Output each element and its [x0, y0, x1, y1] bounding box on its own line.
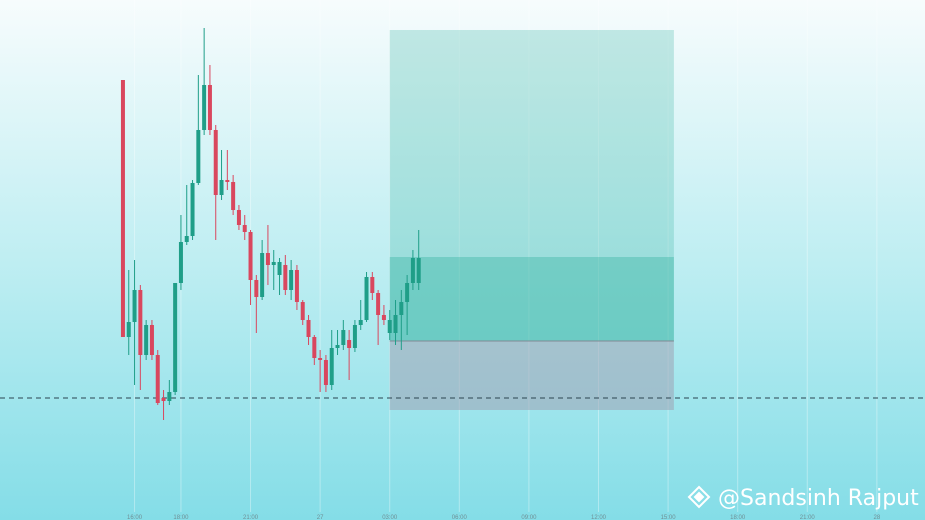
candle-body [347, 340, 352, 348]
watermark-icon [687, 485, 711, 509]
candle-body [381, 315, 386, 320]
candle-body [207, 85, 212, 130]
profit-zone [389, 30, 674, 341]
x-tick-label: 18:00 [730, 515, 746, 520]
x-tick-label: 06:00 [452, 515, 468, 520]
candle-body [341, 330, 346, 345]
x-tick-label: 21:00 [800, 515, 816, 520]
candle-body [190, 183, 195, 236]
x-tick-label: 03:00 [382, 515, 398, 520]
candle-body [213, 130, 218, 195]
candle-body [289, 270, 294, 290]
watermark-text: @Sandsinh Rajput [718, 486, 919, 511]
candle-body [260, 253, 265, 297]
x-tick-label: 16:00 [127, 515, 143, 520]
candle-body [300, 302, 305, 320]
candle-body [202, 85, 207, 130]
candle-body [393, 315, 398, 333]
candle-body [370, 277, 375, 293]
watermark: @Sandsinh Rajput [687, 485, 919, 511]
candle-body [323, 360, 328, 385]
candles [120, 28, 421, 420]
candle-body [184, 236, 189, 242]
candle-body [399, 302, 404, 315]
candle-body [364, 277, 369, 320]
candle-body [231, 182, 236, 210]
x-tick-label: 21:00 [243, 515, 259, 520]
candle-body [242, 225, 247, 232]
candle-body [318, 358, 323, 360]
x-tick-label: 09:00 [521, 515, 537, 520]
candle-body [312, 337, 317, 358]
candle-body [254, 280, 259, 297]
x-tick-label: 18:00 [173, 515, 189, 520]
candle-body [376, 293, 381, 315]
candle-body [155, 355, 160, 403]
position-zones [0, 30, 925, 410]
candle-body [138, 290, 143, 355]
candle-body [387, 320, 392, 333]
candle-body [161, 398, 166, 401]
candle-body [225, 180, 230, 182]
x-tick-label: 15:00 [661, 515, 677, 520]
x-tick-label: 27 [317, 515, 324, 520]
candle-body [283, 265, 288, 290]
candle-body [132, 290, 137, 322]
candle-body [149, 325, 154, 355]
candle-body [144, 325, 149, 355]
candle-body [405, 283, 410, 302]
candle-body [173, 283, 178, 392]
candle-body [358, 320, 363, 325]
x-tick-label: 12:00 [591, 515, 607, 520]
candle-body [352, 325, 357, 348]
candle-body [196, 130, 201, 183]
candle-body [219, 180, 224, 195]
candle-body [306, 320, 311, 337]
candle-body [410, 258, 415, 283]
x-axis: 16:00 18:00 21:00 27 03:00 06:00 09:00 12:00 15:… [127, 515, 881, 520]
candle-body [167, 392, 172, 401]
x-tick-label: 28 [874, 515, 881, 520]
candle-body [120, 80, 125, 337]
candle-body [271, 262, 276, 265]
candle-body [329, 348, 334, 385]
candle-body [236, 210, 241, 225]
candle-body [265, 253, 270, 265]
candle-body [416, 258, 421, 283]
candle-body [178, 242, 183, 283]
candle-body [248, 232, 253, 280]
candle-body [294, 270, 299, 302]
candle-body [277, 262, 282, 275]
candle-body [335, 345, 340, 348]
candle-body [126, 322, 131, 337]
open-profit-zone [389, 257, 674, 341]
loss-zone [389, 341, 674, 410]
